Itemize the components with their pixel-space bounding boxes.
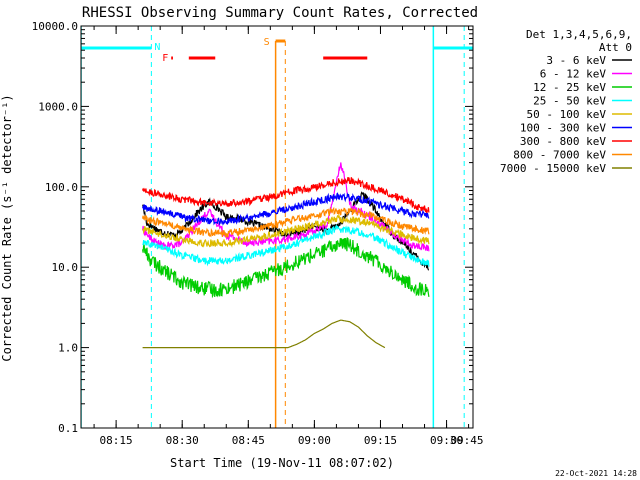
legend-entry: 300 - 800 keV xyxy=(520,135,606,148)
y-tick-label: 100.0 xyxy=(45,181,78,194)
plot-area: NF S xyxy=(81,26,473,428)
y-axis-label: Corrected Count Rate (s⁻¹ detector⁻¹) xyxy=(0,94,14,361)
night-flag-label: N xyxy=(154,42,160,53)
legend-entry: 12 - 25 keV xyxy=(533,81,606,94)
legend-entry: 6 - 12 keV xyxy=(540,68,607,81)
series-line-100-300-kev xyxy=(142,192,430,226)
plot-frame xyxy=(80,25,474,429)
series-line-50-100-kev xyxy=(142,214,430,248)
y-tick-label: 1000.0 xyxy=(38,100,78,113)
legend-header: Det 1,3,4,5,6,9, xyxy=(526,28,632,41)
legend-entry: 100 - 300 keV xyxy=(520,122,606,135)
series-line-800-7000-kev xyxy=(142,206,430,239)
x-tick-label: 09:15 xyxy=(364,434,397,447)
saa-flag-label: F xyxy=(162,53,168,64)
series-line-300-800-kev xyxy=(142,176,430,214)
footer-date: 22-Oct-2021 14:28 xyxy=(555,469,637,478)
x-tick-label: 08:15 xyxy=(100,434,133,447)
x-tick-label: 08:30 xyxy=(166,434,199,447)
y-tick-label: 10000.0 xyxy=(32,20,78,33)
series-line-6-12-kev xyxy=(142,162,430,252)
attenuator-flag-label: S xyxy=(264,37,270,48)
x-tick-label: 09:30 xyxy=(430,434,463,447)
chart-title: RHESSI Observing Summary Count Rates, Co… xyxy=(82,5,478,21)
x-tick-label: 08:45 xyxy=(232,434,265,447)
legend-entry: 25 - 50 keV xyxy=(533,95,606,108)
legend-entry: 7000 - 15000 keV xyxy=(500,162,606,175)
legend-entry: 3 - 6 keV xyxy=(546,54,606,67)
x-tick-label: 09:45 xyxy=(450,434,483,447)
axes: 10000.0 1000.0 100.0 10.0 1.0 0.1 08:15 08:30 08… xyxy=(32,20,484,447)
series-line-7000-15000-kev xyxy=(142,319,386,349)
y-tick-label: 1.0 xyxy=(58,342,78,355)
series-line-25-50-kev xyxy=(142,224,430,267)
x-axis-label: Start Time (19-Nov-11 08:07:02) xyxy=(170,456,394,470)
series-line-12-25-kev xyxy=(142,236,430,299)
legend-entry: 800 - 7000 keV xyxy=(513,149,606,162)
y-tick-label: 0.1 xyxy=(58,422,78,435)
x-tick-label: 09:00 xyxy=(298,434,331,447)
legend-entry: 50 - 100 keV xyxy=(527,108,607,121)
legend-header: Att 0 xyxy=(599,41,632,54)
y-tick-label: 10.0 xyxy=(52,261,79,274)
